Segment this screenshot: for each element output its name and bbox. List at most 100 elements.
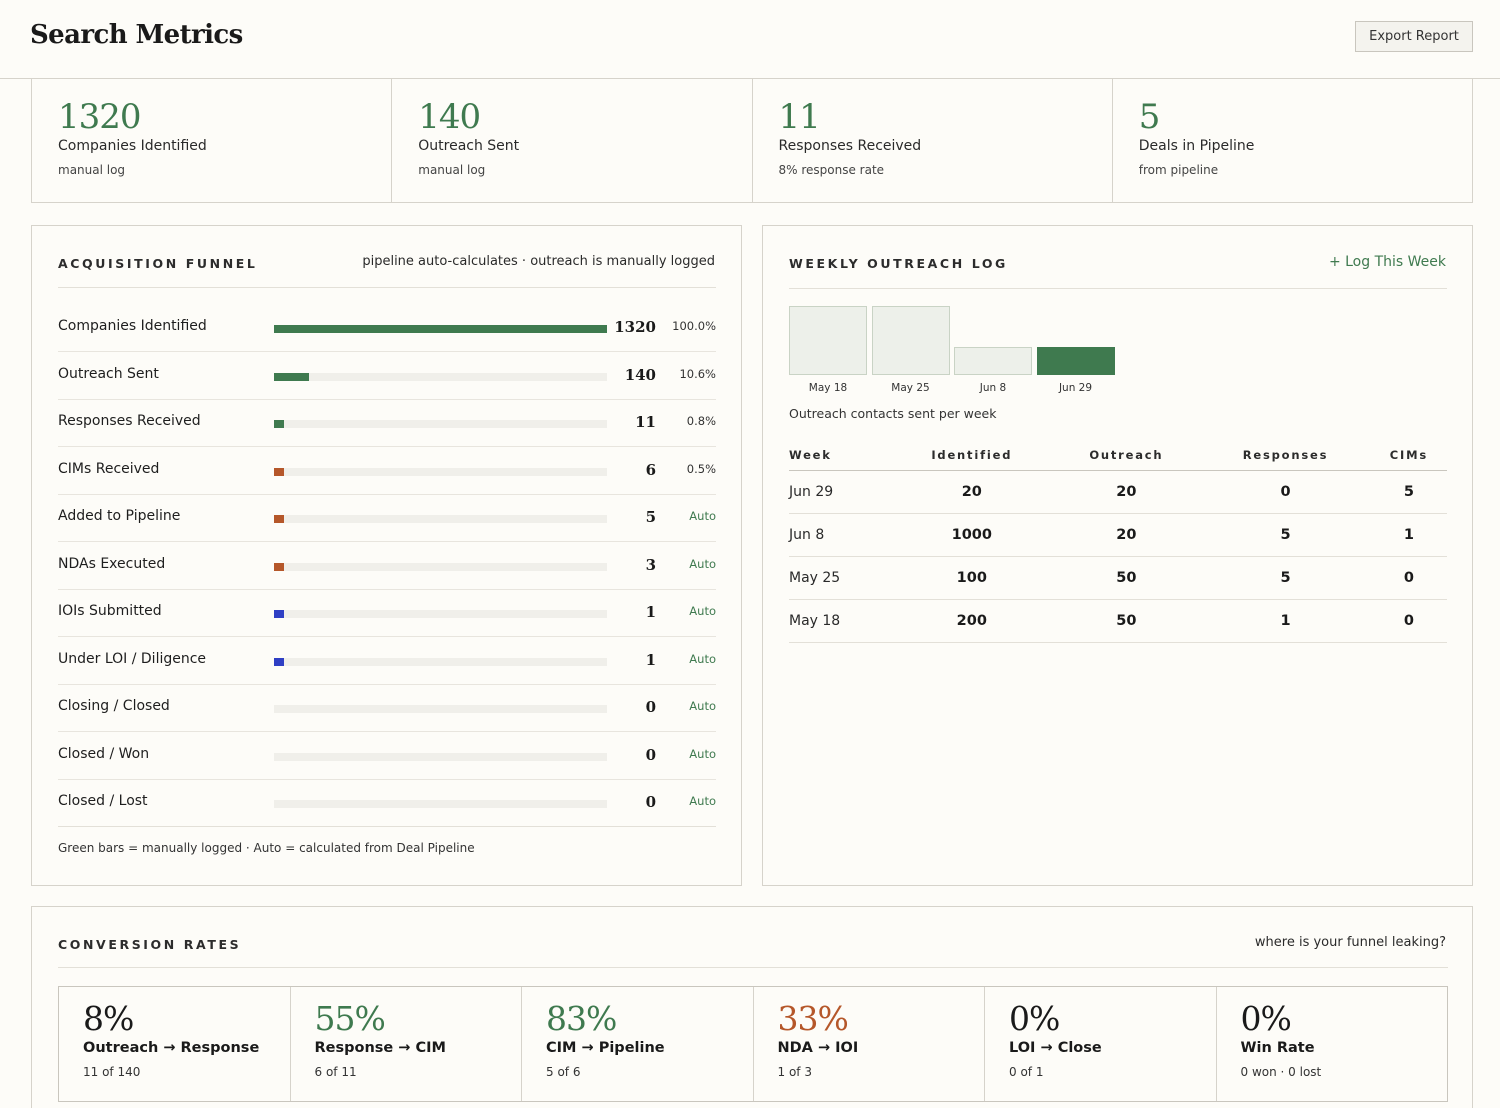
cell-responses: 0 [1200, 470, 1371, 514]
cell-week: May 25 [789, 556, 892, 600]
conversion-card: 8% Outreach → Response 11 of 140 [59, 987, 291, 1101]
cell-week: Jun 8 [789, 513, 892, 557]
stat-value: 11 [778, 97, 821, 137]
funnel-count: 0 [645, 698, 656, 716]
funnel-percent: Auto [689, 699, 716, 713]
funnel-bar-track [274, 562, 607, 571]
conversion-value: 83% [546, 999, 617, 1038]
stat-label: Outreach Sent [418, 138, 520, 154]
funnel-stage-label: Under LOI / Diligence [58, 650, 207, 667]
funnel-count: 3 [645, 555, 656, 574]
funnel-percent: 10.6% [679, 366, 716, 381]
log-this-week-button[interactable]: + Log This Week [1328, 254, 1446, 270]
stat-sub: manual log [418, 163, 486, 177]
conversion-sub: 5 of 6 [546, 1065, 581, 1079]
funnel-row: Closing / Closed 0 Auto [58, 684, 716, 732]
funnel-count: 140 [624, 365, 656, 384]
column-header-responses: Responses [1200, 441, 1371, 471]
chart-bar [954, 347, 1032, 375]
conversion-card: 55% Response → CIM 6 of 11 [291, 987, 522, 1101]
chart-tick-label: Jun 8 [979, 382, 1007, 394]
conversion-card: 0% Win Rate 0 won · 0 lost [1217, 987, 1448, 1101]
cell-cims: 1 [1370, 513, 1447, 557]
column-header-identified: Identified [891, 441, 1053, 471]
funnel-bar-track [274, 752, 607, 761]
column-header-outreach: Outreach [1052, 441, 1201, 471]
weekly-outreach-panel: Weekly Outreach Log + Log This Week May … [762, 225, 1473, 886]
funnel-stage-label: Closed / Won [58, 745, 150, 762]
funnel-row: Closed / Lost 0 Auto [58, 779, 716, 827]
chart-tick-label: Jun 29 [1058, 382, 1093, 394]
funnel-row: NDAs Executed 3 Auto [58, 542, 716, 590]
table-row: May 18 200 50 1 0 [789, 599, 1447, 643]
funnel-stage-label: Closing / Closed [58, 698, 170, 714]
chart-bar [1036, 347, 1115, 375]
funnel-count: 0 [645, 793, 656, 811]
table-row: Jun 29 20 20 0 5 [789, 470, 1447, 514]
stat-cards: 1320 Companies Identified manual log 140… [31, 79, 1473, 203]
conversion-label: LOI → Close [1009, 1040, 1102, 1056]
funnel-stage-label: Closed / Lost [58, 793, 148, 809]
stat-card-responses: 11 Responses Received 8% response rate [753, 79, 1113, 202]
conversion-sub: 0 won · 0 lost [1240, 1065, 1322, 1079]
stat-card-outreach: 140 Outreach Sent manual log [392, 79, 753, 202]
stat-value: 1320 [58, 97, 142, 137]
funnel-bar [274, 325, 607, 333]
funnel-stage-label: CIMs Received [58, 460, 160, 477]
column-header-cims: CIMs [1370, 441, 1447, 471]
funnel-row: CIMs Received 6 0.5% [58, 447, 716, 495]
conversion-value: 8% [83, 999, 134, 1038]
conversion-label: Outreach → Response [83, 1040, 260, 1056]
cell-week: May 18 [789, 599, 892, 643]
funnel-stage-label: Outreach Sent [58, 365, 159, 382]
funnel-row: Under LOI / Diligence 1 Auto [58, 637, 716, 685]
conversion-grid: 8% Outreach → Response 11 of 140 55% Res… [58, 986, 1448, 1102]
cell-outreach: 20 [1052, 470, 1201, 514]
funnel-row: IOIs Submitted 1 Auto [58, 589, 716, 637]
stat-card-pipeline: 5 Deals in Pipeline from pipeline [1113, 79, 1472, 202]
funnel-percent: Auto [689, 604, 716, 618]
funnel-bar [274, 420, 284, 428]
stat-sub: 8% response rate [778, 163, 885, 177]
funnel-row: Companies Identified 1320 100.0% [58, 304, 716, 352]
chart-tick-label: May 18 [808, 382, 848, 394]
stat-value: 5 [1138, 97, 1161, 137]
funnel-percent: Auto [689, 746, 716, 761]
chart-bar [789, 306, 867, 375]
funnel-footnote: Green bars = manually logged · Auto = ca… [58, 841, 475, 855]
funnel-stage-label: Added to Pipeline [58, 508, 181, 524]
funnel-row: Outreach Sent 140 10.6% [58, 352, 716, 400]
table-row: May 25 100 50 5 0 [789, 556, 1447, 600]
conversion-value: 0% [1009, 999, 1060, 1038]
funnel-bar [274, 515, 284, 523]
funnel-bar-track [274, 610, 607, 618]
stat-sub: from pipeline [1138, 163, 1219, 177]
funnel-percent: 100.0% [672, 319, 716, 333]
weekly-heading: Weekly Outreach Log [789, 256, 1008, 271]
chart-bar [871, 306, 950, 375]
cell-identified: 200 [891, 599, 1053, 643]
cell-cims: 0 [1370, 556, 1447, 600]
funnel-bar-track [274, 420, 607, 428]
funnel-stage-label: Companies Identified [58, 318, 207, 334]
stat-label: Companies Identified [58, 138, 207, 154]
stat-label: Deals in Pipeline [1138, 138, 1255, 154]
funnel-bar-track [274, 657, 607, 666]
cell-identified: 100 [891, 556, 1053, 600]
funnel-stage-label: Responses Received [58, 413, 201, 429]
page-header: Search Metrics Export Report [0, 0, 1500, 79]
conversion-rates-panel: Conversion Rates where is your funnel le… [31, 906, 1473, 1108]
funnel-bar [274, 610, 284, 618]
funnel-row: Added to Pipeline 5 Auto [58, 494, 716, 542]
cell-outreach: 50 [1052, 599, 1201, 643]
funnel-row: Closed / Won 0 Auto [58, 732, 716, 780]
cell-cims: 0 [1370, 599, 1447, 643]
chart-caption: Outreach contacts sent per week [789, 406, 997, 421]
cell-outreach: 20 [1052, 513, 1201, 557]
funnel-count: 11 [635, 413, 656, 431]
export-report-button[interactable]: Export Report [1355, 21, 1473, 52]
funnel-count: 0 [645, 745, 656, 764]
cell-responses: 5 [1200, 513, 1371, 557]
conversion-label: Win Rate [1240, 1040, 1315, 1056]
funnel-bar-track [274, 467, 607, 476]
